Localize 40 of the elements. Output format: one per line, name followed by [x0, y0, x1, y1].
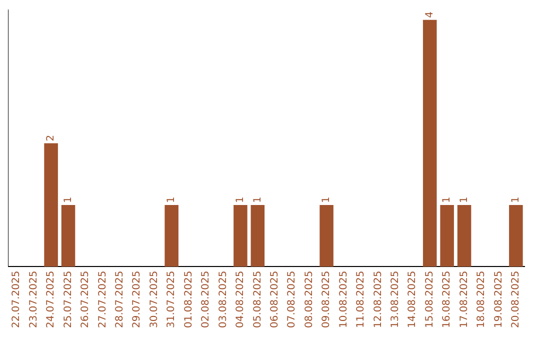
x-tick-label: 09.08.2025 [321, 270, 332, 328]
x-tick-label: 08.08.2025 [304, 270, 315, 328]
x-tick-label: 25.07.2025 [62, 270, 74, 328]
data-label: 1 [235, 196, 246, 204]
data-label: 1 [458, 196, 470, 204]
data-label: 4 [424, 12, 436, 18]
x-tick-label: 30.07.2025 [148, 270, 160, 328]
x-tick-label: 12.08.2025 [372, 270, 384, 328]
x-tick-label: 14.08.2025 [407, 270, 418, 328]
x-tick-label: 26.07.2025 [80, 270, 92, 328]
data-label: 2 [46, 134, 57, 142]
data-label: 1 [252, 196, 264, 204]
data-label: 1 [321, 196, 332, 204]
x-tick-label: 29.07.2025 [132, 270, 143, 328]
x-tick-label: 28.07.2025 [114, 270, 126, 328]
x-tick-label: 24.07.2025 [46, 270, 57, 328]
x-tick-label: 27.07.2025 [97, 270, 108, 328]
x-tick-label: 20.08.2025 [510, 270, 522, 328]
data-label: 1 [62, 196, 74, 204]
x-tick-label: 11.08.2025 [356, 270, 367, 328]
x-tick-label: 02.08.2025 [200, 270, 212, 328]
x-tick-label: 06.08.2025 [269, 270, 280, 328]
x-tick-label: 22.07.2025 [11, 270, 22, 328]
x-tick-label: 10.08.2025 [338, 270, 350, 328]
x-tick-label: 07.08.2025 [286, 270, 298, 328]
x-tick-label: 13.08.2025 [390, 270, 401, 328]
x-tick-label: 15.08.2025 [424, 270, 436, 328]
data-label: 1 [442, 196, 453, 204]
x-tick-label: 16.08.2025 [442, 270, 453, 328]
x-tick-label: 05.08.2025 [252, 270, 264, 328]
x-tick-label: 23.07.2025 [28, 270, 40, 328]
x-tick-label: 17.08.2025 [458, 270, 470, 328]
data-label: 1 [166, 196, 178, 204]
x-tick-label: 03.08.2025 [218, 270, 229, 328]
data-label: 1 [510, 196, 522, 204]
x-tick-label: 19.08.2025 [493, 270, 504, 328]
x-tick-label: 18.08.2025 [476, 270, 488, 328]
x-tick-label: 01.08.2025 [183, 270, 194, 328]
x-tick-label: 31.07.2025 [166, 270, 178, 328]
x-tick-label: 04.08.2025 [235, 270, 246, 328]
